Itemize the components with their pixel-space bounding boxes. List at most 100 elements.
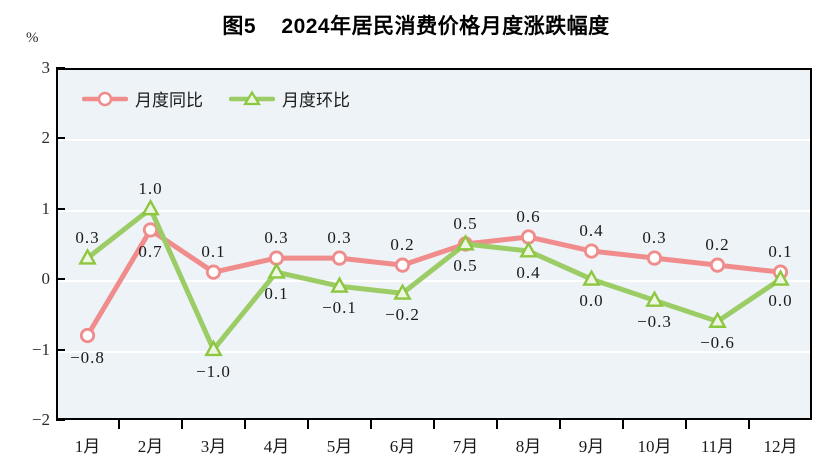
x-axis-tick (748, 420, 750, 429)
data-point-marker (330, 276, 349, 293)
data-point-marker (204, 339, 223, 357)
data-point-label: 1.0 (138, 178, 163, 198)
data-point-label: −0.3 (637, 312, 672, 332)
data-point-marker (583, 243, 600, 259)
x-axis-tick-label: 6月 (389, 437, 416, 456)
data-point-marker (771, 269, 790, 286)
x-axis-tick-label: 7月 (452, 437, 479, 456)
data-point-label: 0.3 (264, 228, 289, 248)
data-point-label: 0.3 (327, 228, 352, 248)
x-axis-tick-label: 10月 (637, 437, 672, 456)
data-point-label: 0.4 (516, 263, 541, 283)
x-axis-tick-label: 4月 (263, 437, 290, 456)
y-axis-labels: 3 2 1 0 −1 −2 (0, 58, 51, 429)
data-point-marker (394, 257, 411, 273)
x-axis-tick (244, 420, 246, 429)
data-point-label: 0.1 (201, 242, 226, 262)
data-point-label: −0.2 (385, 305, 420, 325)
y-axis-tick-label: 2 (41, 128, 51, 148)
x-axis-tick-label: 12月 (763, 437, 798, 456)
data-point-label: 0.4 (579, 221, 604, 241)
x-axis-tick-label: 1月 (74, 437, 101, 456)
series-yoy (79, 222, 789, 344)
data-point-label: 0.7 (138, 241, 163, 261)
legend-swatch-circle-icon (82, 91, 128, 106)
x-axis-tick (496, 420, 498, 429)
data-point-label: −0.1 (322, 298, 357, 318)
data-point-marker (582, 269, 601, 286)
page-title: 图5 2024年居民消费价格月度涨跌幅度 (222, 15, 610, 38)
x-axis-tick-label: 5月 (326, 437, 353, 456)
data-point-label: 0.5 (453, 256, 478, 275)
y-axis-unit-label: % (26, 30, 39, 46)
data-point-label: 0.0 (579, 291, 604, 311)
x-axis-tick-label: 11月 (700, 437, 735, 456)
y-axis-tick-label: 1 (41, 198, 51, 218)
y-axis-tick (56, 137, 65, 140)
legend-label-mom: 月度环比 (282, 91, 350, 110)
x-axis-tick (622, 420, 624, 429)
legend-item-yoy[interactable]: 月度同比 (82, 86, 203, 111)
data-point-marker (646, 250, 663, 266)
data-point-label: 0.1 (264, 284, 289, 304)
x-axis-tick (181, 420, 183, 429)
y-axis-tick-label: −1 (31, 339, 50, 359)
data-point-label: −0.6 (700, 333, 735, 353)
y-axis-tick-label: 3 (41, 58, 51, 77)
data-point-marker (267, 262, 286, 279)
gridline (58, 139, 810, 142)
data-point-marker (645, 290, 664, 307)
legend-item-mom[interactable]: 月度环比 (229, 86, 350, 111)
data-point-marker (519, 240, 538, 258)
data-point-marker (141, 198, 160, 216)
series-line (85, 227, 783, 339)
data-point-label: 0.2 (390, 235, 415, 255)
plot-area (56, 68, 812, 420)
x-axis-tick-label: 8月 (515, 437, 542, 456)
data-point-marker (331, 250, 348, 266)
y-axis-tick (56, 419, 65, 421)
data-point-marker (78, 248, 97, 265)
data-point-label: 0.2 (705, 235, 730, 255)
data-point-marker (142, 222, 159, 238)
series-mom (78, 198, 790, 357)
y-axis-tick (56, 278, 65, 281)
data-point-label: 0.1 (768, 242, 793, 262)
x-axis-tick (118, 420, 120, 429)
data-point-label: 0.3 (75, 228, 100, 248)
x-axis-tick (685, 420, 687, 429)
x-axis-tick (559, 420, 561, 429)
y-axis-tick (56, 207, 65, 210)
legend-swatch-triangle-icon (229, 89, 275, 105)
y-axis-tick-label: −2 (31, 410, 50, 429)
y-axis-tick (56, 67, 65, 69)
data-point-marker (79, 327, 96, 344)
data-point-label: −1.0 (196, 361, 231, 381)
x-axis-tick (433, 420, 435, 429)
gridline (58, 280, 810, 283)
gridline (58, 209, 810, 212)
x-axis-tick-label: 2月 (137, 437, 164, 456)
data-point-marker (708, 311, 727, 328)
y-axis-tick-label: 0 (41, 269, 51, 289)
chart-legend: 月度同比 月度环比 (82, 86, 350, 111)
x-axis-tick (307, 420, 309, 429)
legend-label-yoy: 月度同比 (135, 91, 203, 110)
data-point-label: 0.5 (453, 214, 478, 233)
gridline (58, 350, 810, 353)
x-axis-tick-label: 3月 (200, 437, 227, 456)
data-point-marker (205, 264, 222, 280)
data-point-label: −0.8 (70, 347, 105, 367)
data-point-marker (393, 283, 412, 300)
data-point-label: 0.6 (516, 206, 541, 226)
x-axis-tick-label: 9月 (578, 437, 605, 456)
x-axis-tick (370, 420, 372, 429)
data-point-label: 0.0 (768, 291, 793, 311)
series-lines (78, 198, 790, 357)
series-line (85, 206, 783, 353)
data-point-marker (709, 257, 726, 273)
y-axis-tick (56, 348, 65, 351)
data-point-label: 0.3 (642, 228, 667, 248)
data-point-marker (456, 233, 475, 251)
